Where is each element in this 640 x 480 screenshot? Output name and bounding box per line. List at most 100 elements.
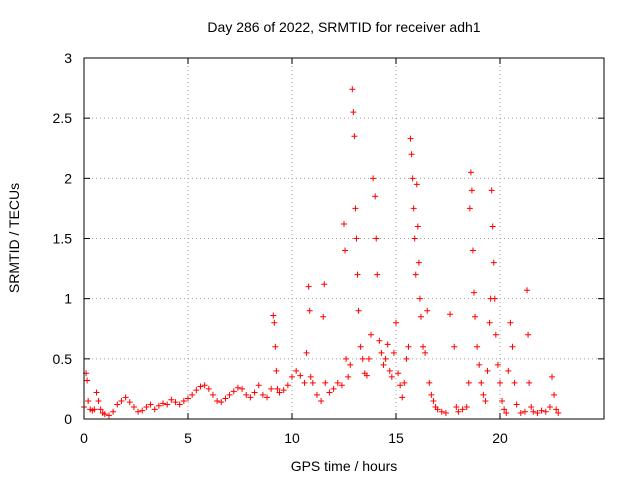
data-point — [357, 343, 364, 350]
data-point — [180, 397, 187, 404]
y-tick-label: 1 — [64, 291, 72, 307]
data-point — [347, 361, 354, 368]
data-point — [135, 408, 142, 415]
data-point — [494, 361, 501, 368]
data-point — [386, 367, 393, 374]
data-point — [95, 397, 102, 404]
data-point — [416, 295, 423, 302]
data-point — [247, 394, 254, 401]
data-point — [234, 384, 241, 391]
data-point — [343, 355, 350, 362]
data-point — [497, 379, 503, 386]
data-point — [555, 409, 562, 416]
data-point — [318, 397, 325, 404]
data-point — [412, 271, 419, 278]
data-point — [185, 395, 191, 402]
data-point — [403, 355, 410, 362]
data-point — [538, 407, 545, 414]
data-point — [542, 408, 549, 415]
data-point — [172, 399, 179, 406]
x-tick-label: 10 — [284, 430, 300, 446]
data-point — [342, 247, 349, 254]
data-point — [414, 223, 421, 230]
data-point — [525, 331, 532, 338]
data-point — [297, 372, 304, 379]
data-point — [486, 319, 493, 326]
data-point — [349, 86, 356, 93]
data-point — [401, 379, 408, 386]
data-point — [345, 373, 352, 380]
data-point — [209, 391, 216, 398]
data-point — [376, 337, 383, 344]
data-point — [126, 399, 133, 406]
data-point — [280, 387, 287, 394]
data-point — [422, 349, 429, 356]
data-point — [118, 397, 125, 404]
data-point — [334, 379, 341, 386]
data-point — [471, 289, 477, 296]
data-point — [424, 307, 431, 314]
data-point — [549, 373, 555, 380]
data-point — [451, 343, 458, 350]
data-point — [467, 169, 474, 176]
data-point — [251, 389, 258, 396]
data-point — [338, 382, 345, 389]
data-point — [353, 235, 360, 242]
data-point — [417, 313, 424, 320]
data-point — [474, 343, 481, 350]
x-tick-label: 0 — [80, 430, 88, 446]
data-point — [326, 389, 333, 396]
data-point — [378, 349, 385, 356]
data-point — [313, 391, 320, 398]
data-point — [122, 394, 129, 401]
data-point — [105, 412, 112, 419]
y-tick-label: 3 — [64, 50, 72, 66]
data-point — [341, 221, 347, 228]
data-point — [553, 406, 560, 413]
data-point — [382, 355, 389, 362]
data-point — [352, 205, 359, 212]
data-point — [306, 307, 313, 314]
x-tick-label: 20 — [492, 430, 508, 446]
data-point — [101, 411, 108, 418]
data-point — [164, 401, 171, 408]
data-point — [415, 259, 422, 266]
data-point — [264, 394, 271, 401]
y-tick-label: 2 — [64, 170, 72, 186]
y-axis-tick-labels: 0 0.5 1 1.5 2 2.5 3 — [53, 50, 73, 427]
data-point — [513, 401, 520, 408]
data-point — [322, 379, 329, 386]
data-point — [530, 408, 537, 415]
data-point — [226, 391, 233, 398]
data-point — [551, 391, 558, 398]
data-point — [517, 409, 524, 416]
data-point — [303, 349, 310, 356]
data-point — [499, 397, 506, 404]
data-points — [81, 86, 562, 419]
y-axis-label: SRMTID / TECUs — [6, 183, 22, 293]
data-point — [147, 401, 154, 408]
data-point — [110, 408, 117, 415]
data-point — [405, 343, 412, 350]
data-point — [218, 399, 225, 406]
data-point — [384, 341, 391, 348]
data-point — [468, 187, 475, 194]
x-tick-label: 5 — [184, 430, 192, 446]
data-point — [85, 397, 92, 404]
data-point — [320, 313, 327, 320]
data-point — [442, 409, 449, 416]
data-point — [93, 389, 100, 396]
data-point — [507, 319, 514, 326]
data-point — [455, 408, 462, 415]
data-point — [155, 402, 162, 409]
data-point — [410, 205, 417, 212]
data-point — [321, 281, 328, 288]
data-point — [201, 382, 208, 389]
data-point — [413, 181, 420, 188]
data-point — [271, 319, 278, 326]
data-point — [390, 349, 397, 356]
data-point — [205, 385, 212, 392]
data-point — [397, 382, 404, 389]
